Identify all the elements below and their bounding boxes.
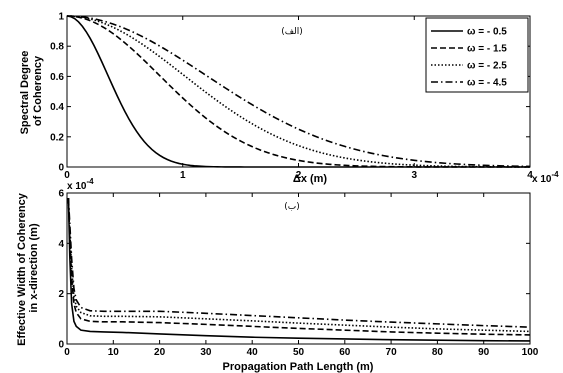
panel-bottom: (ب) x 10-4 0 10 20 30 40 50 60 70 80 90 100 0 2 4 6 P… <box>16 177 539 373</box>
y-exponent-base-bottom: x 10 <box>67 181 87 192</box>
x-tick-label-bottom: 50 <box>293 347 305 358</box>
x-tick-label-bottom: 90 <box>478 347 490 358</box>
y-axis-label-bottom: Effective Width of Coherency in x-direct… <box>16 190 40 346</box>
y-exponent-power-bottom: -4 <box>86 177 94 186</box>
x-ticks-top: 0 1 2 3 4 <box>64 16 533 181</box>
y-axis-label-top-line1: Spectral Degree <box>19 51 31 135</box>
y-ticks-bottom: 0 2 4 6 <box>58 189 530 351</box>
x-tick-label-bottom: 80 <box>432 347 444 358</box>
legend: ω = - 0.5 ω = - 1.5 ω = - 2.5 ω = - 4.5 <box>425 17 529 93</box>
y-exponent-bottom: x 10-4 <box>67 177 94 192</box>
x-tick-label-bottom: 20 <box>154 347 166 358</box>
panel-title-top: (الف) <box>281 27 303 37</box>
x-exponent-top: x 10-4 <box>532 170 559 185</box>
series-line-top-2 <box>66 15 530 168</box>
legend-label-2: ω = - 1.5 <box>467 44 507 55</box>
x-tick-label-top: 0 <box>64 170 70 181</box>
x-exponent-base-top: x 10 <box>532 174 552 185</box>
series-line-bottom-3 <box>67 197 531 333</box>
x-tick-label-bottom: 0 <box>64 347 70 358</box>
series-line-bottom-4 <box>67 197 531 328</box>
x-axis-label-top: Δx (m) <box>293 173 328 185</box>
y-tick-label-top: 0.6 <box>50 72 64 83</box>
y-tick-label-bottom: 6 <box>58 189 64 200</box>
y-ticks-top: 0 0.2 0.4 0.6 0.8 1 <box>50 12 530 174</box>
y-axis-label-bottom-line1: Effective Width of Coherency <box>16 192 28 346</box>
x-tick-label-bottom: 40 <box>247 347 259 358</box>
x-tick-label-top: 3 <box>411 170 417 181</box>
series-group-bottom <box>67 197 531 342</box>
x-tick-label-top: 4 <box>527 170 533 181</box>
y-tick-label-top: 1 <box>58 12 64 23</box>
y-tick-label-bottom: 4 <box>58 239 64 250</box>
x-exponent-power-top: -4 <box>551 170 559 179</box>
x-tick-label-bottom: 10 <box>108 347 120 358</box>
x-tick-label-bottom: 30 <box>200 347 212 358</box>
y-tick-label-bottom: 2 <box>58 289 64 300</box>
y-tick-label-top: 0 <box>58 163 64 174</box>
y-axis-label-top-line2: of Coherency <box>32 55 44 126</box>
series-line-bottom-1 <box>67 198 531 342</box>
legend-label-4: ω = - 4.5 <box>467 78 507 89</box>
y-axis-label-bottom-line2: in x-direction (m) <box>28 223 40 313</box>
series-line-bottom-2 <box>67 198 531 336</box>
panel-title-bottom: (ب) <box>284 202 300 212</box>
legend-label-1: ω = - 0.5 <box>467 27 507 38</box>
y-axis-label-top: Spectral Degree of Coherency <box>19 48 44 135</box>
y-tick-label-bottom: 0 <box>58 340 64 351</box>
x-axis-label-bottom: Propagation Path Length (m) <box>223 361 374 373</box>
y-tick-label-top: 0.4 <box>50 102 64 113</box>
legend-label-3: ω = - 2.5 <box>467 61 507 72</box>
x-tick-label-top: 2 <box>296 170 302 181</box>
plot-area-bottom <box>66 192 531 345</box>
x-tick-label-top: 1 <box>180 170 186 181</box>
y-tick-label-top: 0.2 <box>50 132 64 143</box>
y-tick-label-top: 0.8 <box>50 42 64 53</box>
x-tick-label-bottom: 70 <box>386 347 398 358</box>
x-ticks-bottom: 0 10 20 30 40 50 60 70 80 90 100 <box>64 193 539 358</box>
x-tick-label-bottom: 60 <box>339 347 351 358</box>
x-tick-label-bottom: 100 <box>522 347 539 358</box>
